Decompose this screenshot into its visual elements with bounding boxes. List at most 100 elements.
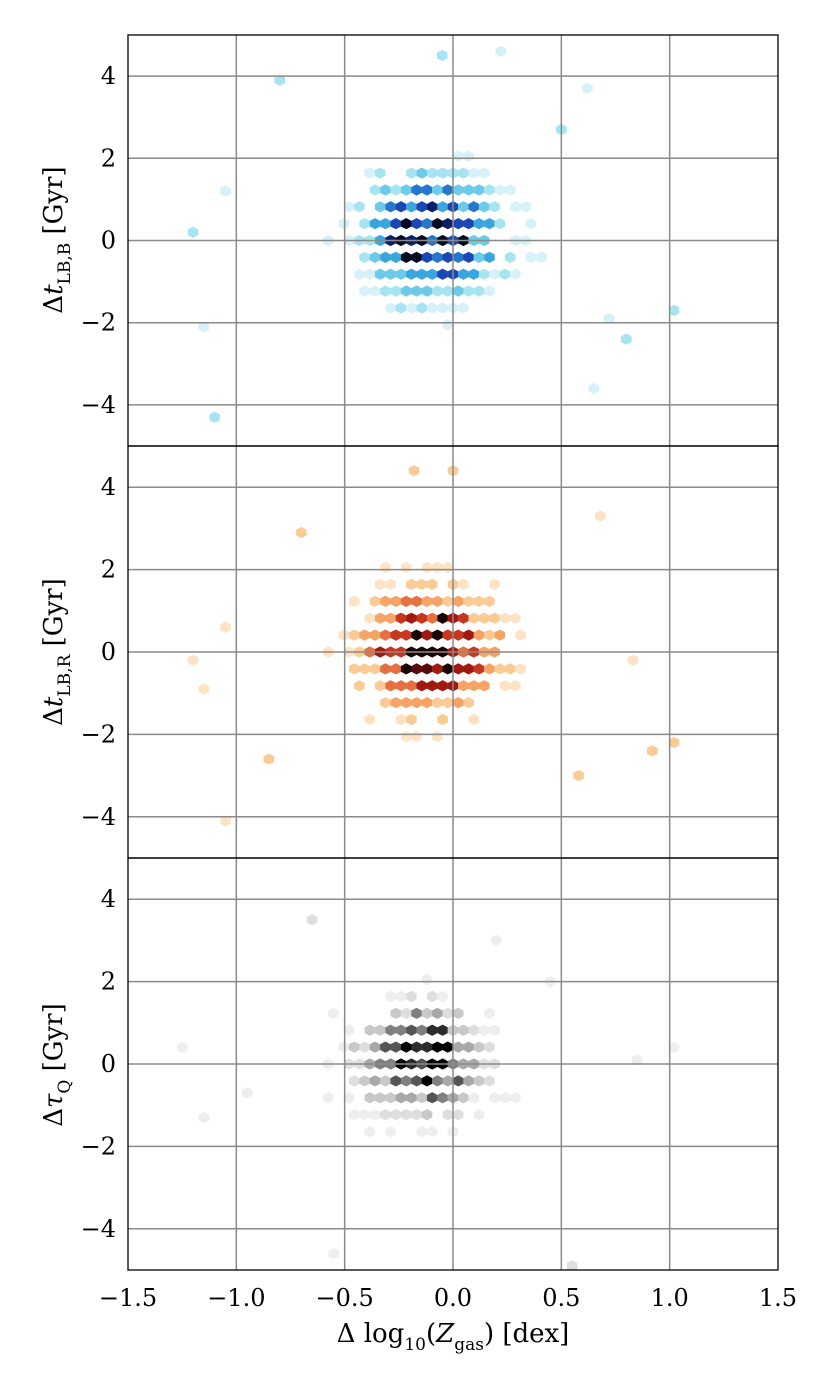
- hex-bin: [442, 595, 454, 607]
- hex-bin: [406, 612, 417, 624]
- hex-bin: [499, 612, 511, 624]
- hex-bin: [369, 285, 381, 297]
- hex-bin: [328, 1247, 340, 1260]
- panel-bottom: −4 −2 0 2 4 −1.5 −1.0 −0.5 0.0 0.5 1.0 1.5: [81, 857, 797, 1312]
- hex-bin: [442, 184, 454, 196]
- hex-bin: [364, 1092, 376, 1104]
- hex-bin: [380, 697, 391, 709]
- hex-bin: [406, 578, 417, 591]
- hex-bin: [432, 285, 443, 297]
- y-tick-label: −2: [81, 309, 116, 337]
- hex-bin: [510, 1092, 521, 1104]
- hex-bin: [621, 333, 632, 345]
- hex-bin: [437, 680, 448, 692]
- hex-bin: [408, 465, 420, 477]
- hex-bin: [463, 595, 474, 607]
- hex-bin: [390, 697, 402, 709]
- hex-bin: [489, 1024, 500, 1036]
- hex-bin: [452, 1075, 464, 1087]
- hex-bin: [220, 815, 231, 827]
- hex-bin: [452, 150, 464, 162]
- hex-bin: [369, 595, 381, 607]
- x-tick-label: 0.5: [542, 1284, 580, 1312]
- hex-bin: [348, 1041, 360, 1053]
- hex-bin: [306, 914, 318, 926]
- hex-bin: [458, 268, 469, 280]
- hex-bin: [473, 663, 485, 675]
- hex-bin: [411, 184, 422, 196]
- hex-bin: [400, 697, 412, 709]
- hex-bin: [463, 285, 474, 297]
- hex-bin: [489, 201, 500, 213]
- hex-bin: [432, 251, 443, 263]
- hex-bin: [473, 1041, 485, 1053]
- hex-bin: [400, 1109, 412, 1121]
- hex-bin: [411, 251, 422, 263]
- hex-bin: [338, 1041, 350, 1053]
- panel-top: −4 −2 0 2 4: [81, 34, 779, 447]
- hex-bin: [400, 1041, 412, 1053]
- hex-bin: [458, 167, 469, 179]
- hex-bin: [468, 713, 480, 726]
- hex-bin: [573, 769, 584, 782]
- hex-bin: [631, 1054, 643, 1066]
- hex-bin: [374, 167, 386, 179]
- hex-bin: [406, 268, 417, 280]
- hex-bin: [442, 251, 454, 263]
- y-tick-label: 0: [101, 1050, 116, 1078]
- hex-bin: [426, 612, 438, 624]
- hex-bin: [458, 1024, 469, 1036]
- hex-bin: [495, 45, 506, 58]
- hex-bin: [442, 561, 454, 574]
- hex-bin: [406, 990, 417, 1003]
- hex-bin: [374, 1024, 386, 1036]
- hex-bin: [484, 218, 495, 230]
- hex-bin: [411, 1007, 422, 1019]
- hex-bin: [458, 612, 469, 624]
- hex-bin: [364, 1125, 376, 1138]
- hex-bin: [489, 612, 500, 624]
- hex-bin: [421, 1041, 433, 1053]
- x-tick-label: −0.5: [316, 1284, 374, 1312]
- hexbins-middle: [187, 465, 680, 827]
- hex-bin: [442, 697, 454, 709]
- hex-bin: [504, 184, 516, 196]
- hex-bin: [468, 268, 480, 280]
- hex-bin: [452, 218, 464, 230]
- hex-bin: [390, 629, 402, 641]
- hex-bin: [426, 201, 438, 213]
- hex-bin: [468, 1092, 480, 1104]
- hex-bin: [364, 268, 376, 280]
- hex-bin: [627, 654, 639, 666]
- hex-bin: [416, 302, 428, 314]
- hex-bin: [494, 218, 506, 230]
- hex-bin: [510, 201, 521, 213]
- hex-bin: [510, 612, 521, 624]
- hex-bin: [442, 218, 454, 230]
- hex-bin: [395, 268, 407, 280]
- hex-bin: [421, 595, 433, 607]
- hex-bin: [442, 285, 454, 297]
- hex-bin: [354, 268, 365, 280]
- hex-bin: [426, 578, 438, 591]
- hex-bin: [525, 218, 537, 230]
- hex-bin: [411, 663, 422, 675]
- hexbins-top: [187, 45, 680, 423]
- hex-bin: [390, 1041, 402, 1053]
- y-tick-label: −2: [81, 1132, 116, 1160]
- hex-bin: [484, 1007, 495, 1019]
- hex-bin: [380, 285, 391, 297]
- hex-bin: [395, 302, 407, 314]
- hex-bin: [380, 663, 391, 675]
- hex-bin: [364, 1024, 376, 1036]
- hex-bin: [354, 680, 365, 692]
- hex-bin: [411, 285, 422, 297]
- y-axis-label-middle: ΔtLB,R [Gyr]: [39, 578, 75, 726]
- hex-bin: [359, 1041, 370, 1053]
- hex-bin: [421, 697, 433, 709]
- hex-bin: [463, 1041, 474, 1053]
- hex-bin: [369, 629, 381, 641]
- axes-frame: [127, 857, 779, 1271]
- y-tick-label: 0: [101, 638, 116, 666]
- hex-bin: [369, 251, 381, 263]
